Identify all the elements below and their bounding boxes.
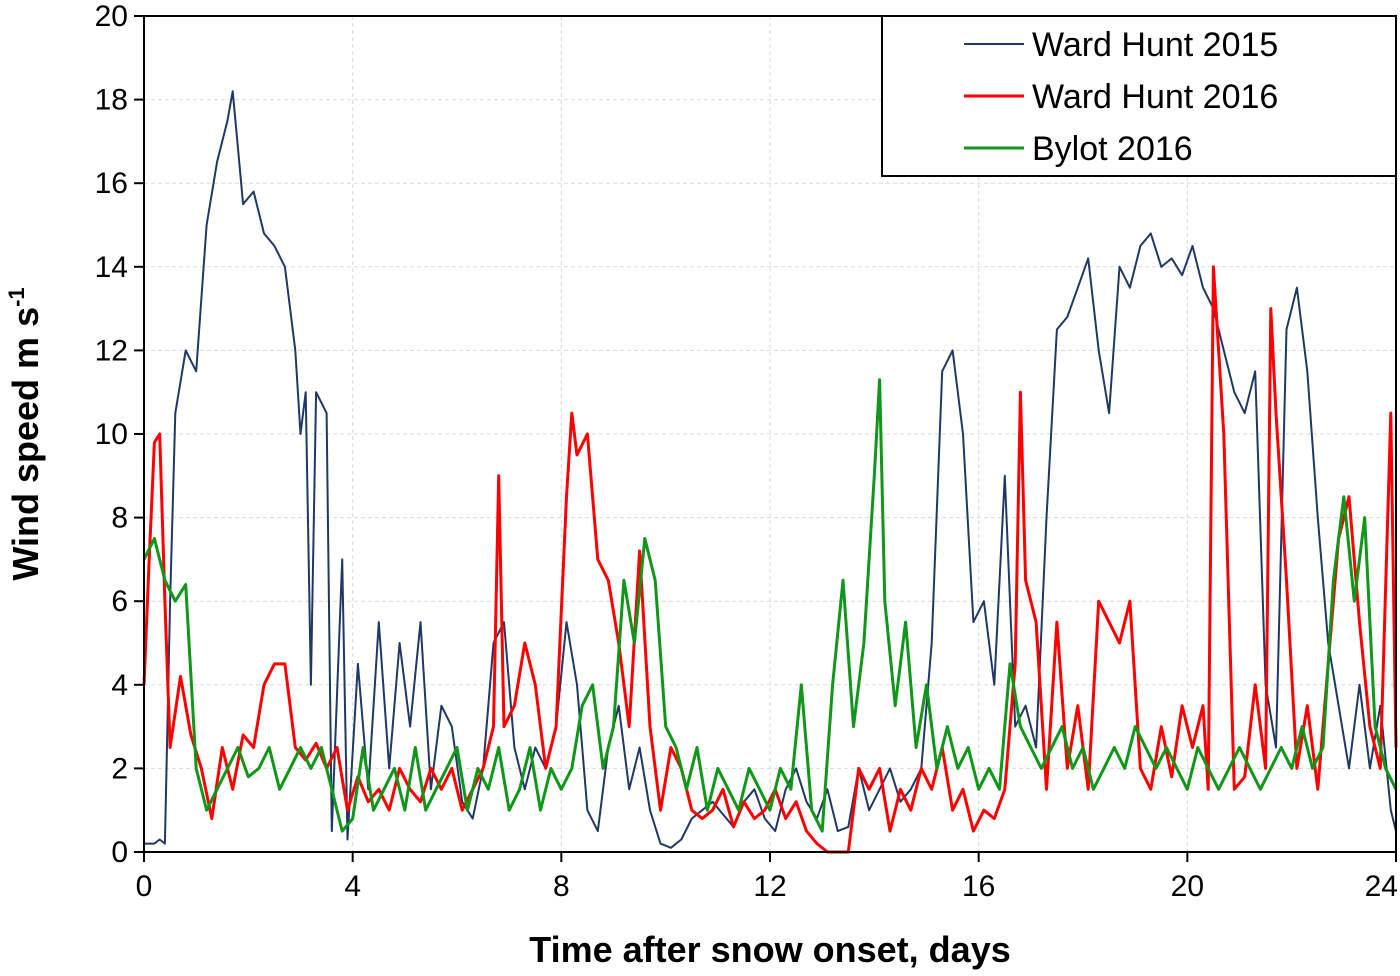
y-tick-label: 0 xyxy=(111,836,128,869)
y-axis-title: Wind speed m s-1 xyxy=(4,287,46,580)
y-tick-label: 18 xyxy=(95,84,128,117)
series-line-bylot-2016 xyxy=(142,378,1398,833)
x-tick-labels: 0 4 8 12 16 20 24 xyxy=(136,852,1398,903)
x-tick-label: 16 xyxy=(962,870,995,903)
y-axis-title-main: Wind speed m s xyxy=(5,307,46,581)
legend-label-ward-hunt-2016: Ward Hunt 2016 xyxy=(1032,78,1278,116)
series-lines xyxy=(142,90,1398,854)
legend-label-bylot-2016: Bylot 2016 xyxy=(1032,130,1193,168)
y-tick-label: 6 xyxy=(111,585,128,618)
grid xyxy=(144,16,1396,852)
x-tick-label: 12 xyxy=(753,870,786,903)
y-tick-labels: 0 2 4 6 8 10 12 14 16 18 20 xyxy=(95,0,144,869)
y-tick-label: 2 xyxy=(111,752,128,785)
y-tick-label: 4 xyxy=(111,669,128,702)
x-tick-label: 4 xyxy=(344,870,361,903)
y-tick-label: 8 xyxy=(111,502,128,535)
x-tick-label: 24 xyxy=(1365,870,1398,903)
y-tick-label: 20 xyxy=(95,0,128,33)
x-axis-title: Time after snow onset, days xyxy=(529,929,1010,970)
x-tick-label: 0 xyxy=(136,870,153,903)
y-axis-title-superscript: -1 xyxy=(4,287,29,307)
legend: Ward Hunt 2015 Ward Hunt 2016 Bylot 2016 xyxy=(881,15,1397,177)
legend-label-ward-hunt-2015: Ward Hunt 2015 xyxy=(1032,26,1278,64)
y-tick-label: 16 xyxy=(95,167,128,200)
x-tick-label: 20 xyxy=(1171,870,1204,903)
series-line-ward-hunt-2016 xyxy=(142,265,1398,854)
x-tick-label: 8 xyxy=(553,870,570,903)
y-tick-label: 14 xyxy=(95,251,128,284)
y-tick-label: 12 xyxy=(95,334,128,367)
y-tick-label: 10 xyxy=(95,418,128,451)
